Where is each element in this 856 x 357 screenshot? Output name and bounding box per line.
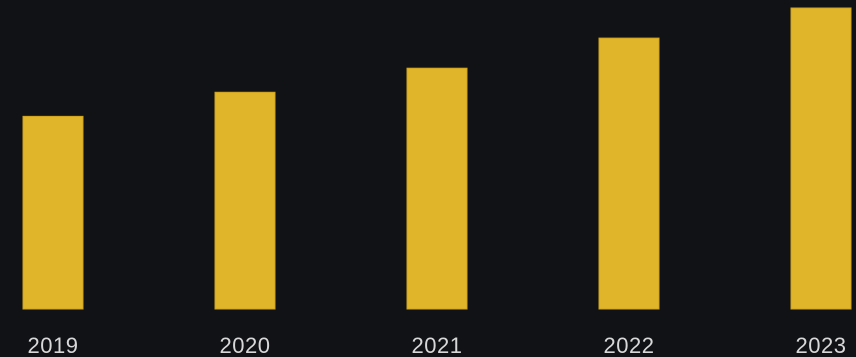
bar-2021 bbox=[406, 67, 468, 310]
x-tick-label-2020: 2020 bbox=[220, 333, 271, 357]
bar-2020 bbox=[214, 91, 276, 310]
bar-2019 bbox=[22, 115, 84, 310]
x-tick-label-2019: 2019 bbox=[28, 333, 79, 357]
tick-labels-group: 2019 2020 2021 2022 2023 bbox=[28, 333, 847, 357]
bar-2022 bbox=[598, 37, 660, 310]
bars-group bbox=[22, 7, 852, 310]
x-tick-label-2023: 2023 bbox=[796, 333, 847, 357]
x-tick-label-2022: 2022 bbox=[604, 333, 655, 357]
x-tick-label-2021: 2021 bbox=[412, 333, 463, 357]
bar-2023 bbox=[790, 7, 852, 310]
